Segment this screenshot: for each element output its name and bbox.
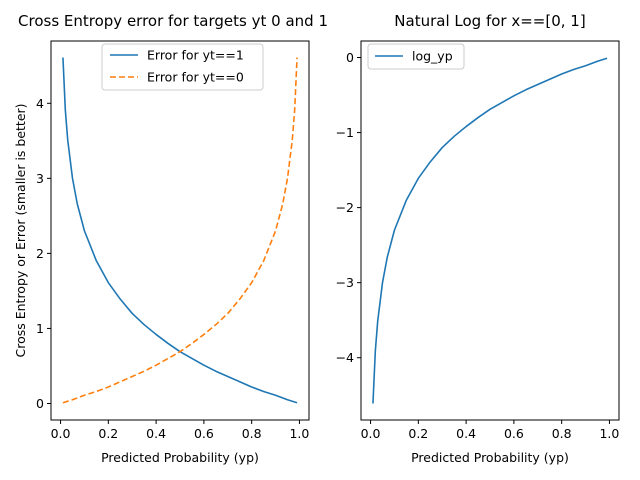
natural-log-x-tick-label: 0.8 bbox=[552, 426, 572, 441]
natural-log-x-tick-label: 0.0 bbox=[361, 426, 381, 441]
cross-entropy-y-tick-label: 0 bbox=[36, 396, 44, 411]
cross-entropy-axes-frame bbox=[50, 40, 310, 421]
legend-label-log-yp: log_yp bbox=[412, 49, 453, 64]
cross-entropy-y-tick-label: 1 bbox=[36, 321, 44, 336]
natural-log-x-tick-label: 0.4 bbox=[456, 426, 476, 441]
cross-entropy-x-tick-label: 0.6 bbox=[194, 426, 214, 441]
cross-entropy-x-tick-label: 0.0 bbox=[51, 426, 71, 441]
cross-entropy-y-tick-label: 2 bbox=[36, 246, 44, 261]
natural-log-y-tick-label: 0 bbox=[346, 50, 354, 65]
natural-log-series-line-0 bbox=[372, 57, 608, 404]
cross-entropy-y-tick-label: 3 bbox=[36, 171, 44, 186]
cross-entropy-legend-box bbox=[101, 43, 264, 91]
natural-log-legend-box bbox=[367, 43, 465, 70]
natural-log-x-tick-label: 0.2 bbox=[408, 426, 428, 441]
natural-log-legend: log_yp bbox=[367, 43, 465, 70]
cross-entropy-chart-title: Cross Entropy error for targets yt 0 and… bbox=[18, 12, 328, 30]
cross-entropy-chart: Cross Entropy error for targets yt 0 and… bbox=[13, 12, 328, 465]
cross-entropy-x-tick-label: 0.4 bbox=[146, 426, 166, 441]
natural-log-y-tick-label: −3 bbox=[336, 275, 354, 290]
natural-log-chart-title: Natural Log for x==[0, 1] bbox=[394, 12, 585, 30]
natural-log-x-tick-label: 1.0 bbox=[599, 426, 619, 441]
cross-entropy-y-tick-label: 4 bbox=[36, 96, 44, 111]
natural-log-chart: Natural Log for x==[0, 1] 0.0 0.2 0.4 0.6 0.… bbox=[336, 12, 620, 465]
cross-entropy-series-line-1 bbox=[62, 57, 298, 404]
cross-entropy-plot-area: 0.0 0.2 0.4 0.6 0.8 1.0 0 1 2 3 4 bbox=[36, 57, 309, 441]
natural-log-plot-area: 0.0 0.2 0.4 0.6 0.8 1.0 0 −1 −2 −3 −4 bbox=[336, 50, 620, 441]
natural-log-y-tick-label: −2 bbox=[336, 200, 354, 215]
cross-entropy-x-tick-label: 0.2 bbox=[98, 426, 118, 441]
natural-log-axes-frame bbox=[360, 40, 620, 421]
cross-entropy-legend: Error for yt==1 Error for yt==0 bbox=[101, 43, 264, 91]
legend-label-error-yt0: Error for yt==0 bbox=[147, 70, 244, 85]
cross-entropy-x-axis-label: Predicted Probability (yp) bbox=[101, 450, 259, 465]
cross-entropy-y-axis-label: Cross Entropy or Error (smaller is bette… bbox=[13, 103, 28, 357]
natural-log-y-tick-label: −4 bbox=[336, 350, 354, 365]
cross-entropy-x-tick-label: 0.8 bbox=[242, 426, 262, 441]
natural-log-y-tick-label: −1 bbox=[336, 125, 354, 140]
natural-log-x-tick-label: 0.6 bbox=[504, 426, 524, 441]
cross-entropy-x-tick-label: 1.0 bbox=[289, 426, 309, 441]
natural-log-x-axis-label: Predicted Probability (yp) bbox=[411, 450, 569, 465]
cross-entropy-series-line-0 bbox=[62, 57, 298, 404]
legend-label-error-yt1: Error for yt==1 bbox=[147, 48, 244, 63]
